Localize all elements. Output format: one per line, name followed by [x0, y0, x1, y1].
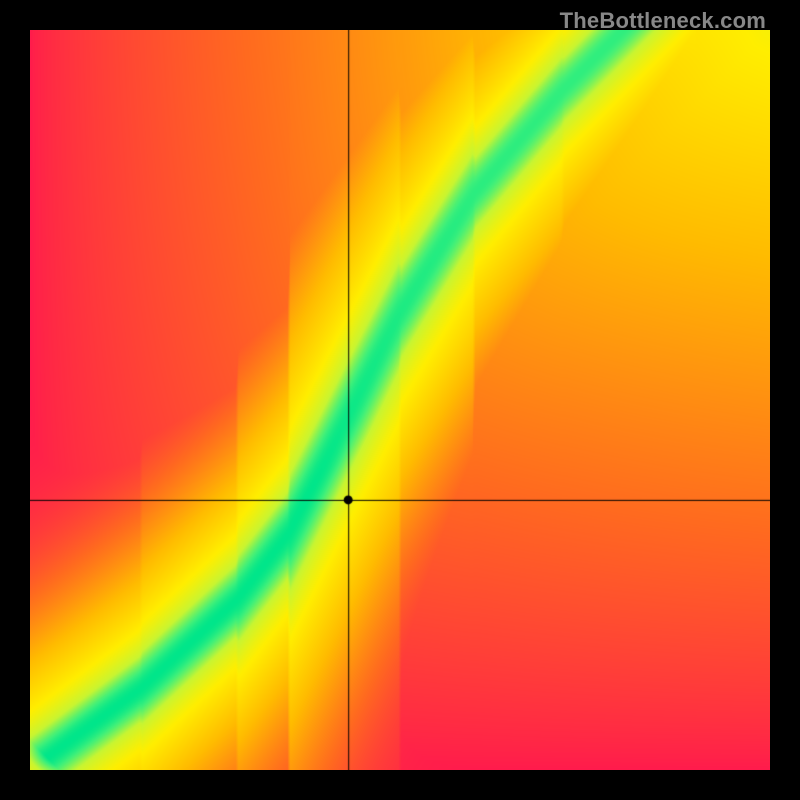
- bottleneck-heatmap: [30, 30, 770, 770]
- chart-container: [30, 30, 770, 770]
